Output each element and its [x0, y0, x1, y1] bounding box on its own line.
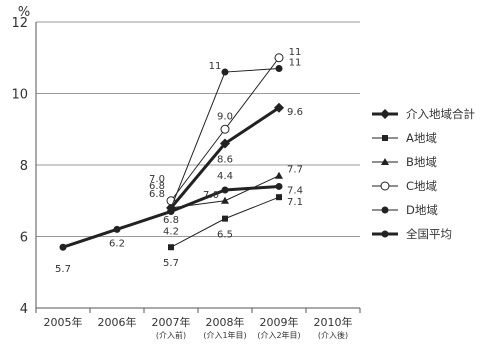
- legend-swatch-marker: [381, 230, 389, 238]
- data-label: 11: [289, 47, 302, 58]
- x-tick-label: 2006年: [98, 315, 137, 329]
- data-label: 7.0: [149, 174, 165, 185]
- data-point: [168, 244, 174, 251]
- x-tick-label: 2010年: [314, 315, 353, 329]
- legend-label: 介入地域合計: [406, 107, 475, 121]
- data-point: [222, 215, 228, 222]
- legend-swatch-marker: [381, 206, 389, 214]
- y-tick-label: 10: [11, 88, 28, 103]
- grid-lines: [36, 21, 360, 237]
- data-label: 11: [209, 61, 222, 72]
- data-point: [221, 68, 229, 76]
- data-label: 7.1: [287, 197, 303, 208]
- data-point: [274, 102, 284, 113]
- x-tick-sublabel: (介入2年目): [257, 330, 300, 340]
- y-tick-label: 8: [20, 159, 28, 174]
- legend-label: 全国平均: [406, 227, 452, 241]
- data-point: [221, 186, 229, 194]
- data-label: 4.4: [217, 171, 233, 182]
- y-axis: 4 6 8 10 12%: [11, 5, 37, 317]
- data-point: [276, 194, 282, 201]
- data-point: [275, 182, 283, 190]
- data-point: [59, 243, 67, 251]
- data-point: [221, 196, 229, 204]
- legend-label: C地域: [406, 179, 438, 193]
- y-tick-label: 6: [20, 231, 28, 246]
- legend-swatch-marker: [380, 181, 390, 191]
- x-tick-label: 2005年: [44, 315, 83, 329]
- data-label: 6.8: [149, 189, 165, 200]
- x-tick-sublabel: (介入前): [156, 330, 186, 340]
- data-point: [167, 207, 175, 215]
- data-label: 8.6: [217, 155, 233, 166]
- data-label: 7.0: [203, 190, 219, 201]
- data-label: 6.8: [149, 181, 165, 192]
- legend-label: B地域: [406, 155, 437, 169]
- x-tick-label: 2007年: [152, 315, 191, 329]
- data-labels: 6.88.69.65.76.57.16.87.07.77.09.0116.811…: [55, 47, 303, 275]
- data-label: 6.8: [163, 215, 179, 226]
- legend-swatch-marker: [382, 135, 388, 141]
- data-point: [274, 53, 284, 63]
- x-tick-label: 2009年: [260, 315, 299, 329]
- data-point: [275, 171, 283, 179]
- x-tick-sublabel: (介入後): [318, 330, 348, 340]
- legend-label: A地域: [406, 131, 437, 145]
- x-tick-sublabel: (介入1年目): [203, 330, 246, 340]
- data-label: 7.7: [287, 165, 303, 176]
- data-label: 5.7: [55, 264, 71, 275]
- legend-label: D地域: [406, 203, 438, 217]
- data-point: [220, 124, 230, 134]
- y-unit-label: %: [18, 5, 30, 20]
- x-tick-label: 2008年: [206, 315, 245, 329]
- data-label: 6.2: [109, 238, 125, 249]
- data-label: 9.6: [287, 107, 303, 118]
- legend-swatch-marker: [381, 158, 389, 165]
- legend-swatch-marker: [380, 109, 390, 119]
- data-point: [275, 64, 283, 72]
- series-group: [59, 53, 284, 251]
- data-label: 4.2: [163, 226, 179, 237]
- y-tick-label: 12: [11, 16, 28, 31]
- x-axis: 2005年 2006年 2007年(介入前)2008年(介入1年目)2009年(介入…: [35, 307, 361, 340]
- data-label: 9.0: [217, 111, 233, 122]
- data-point: [113, 225, 121, 233]
- data-point: [220, 138, 230, 149]
- y-tick-label: 4: [20, 302, 28, 317]
- data-label: 6.5: [217, 230, 233, 241]
- data-label: 7.4: [287, 185, 303, 196]
- data-label: 11: [289, 57, 302, 68]
- data-label: 5.7: [163, 258, 179, 269]
